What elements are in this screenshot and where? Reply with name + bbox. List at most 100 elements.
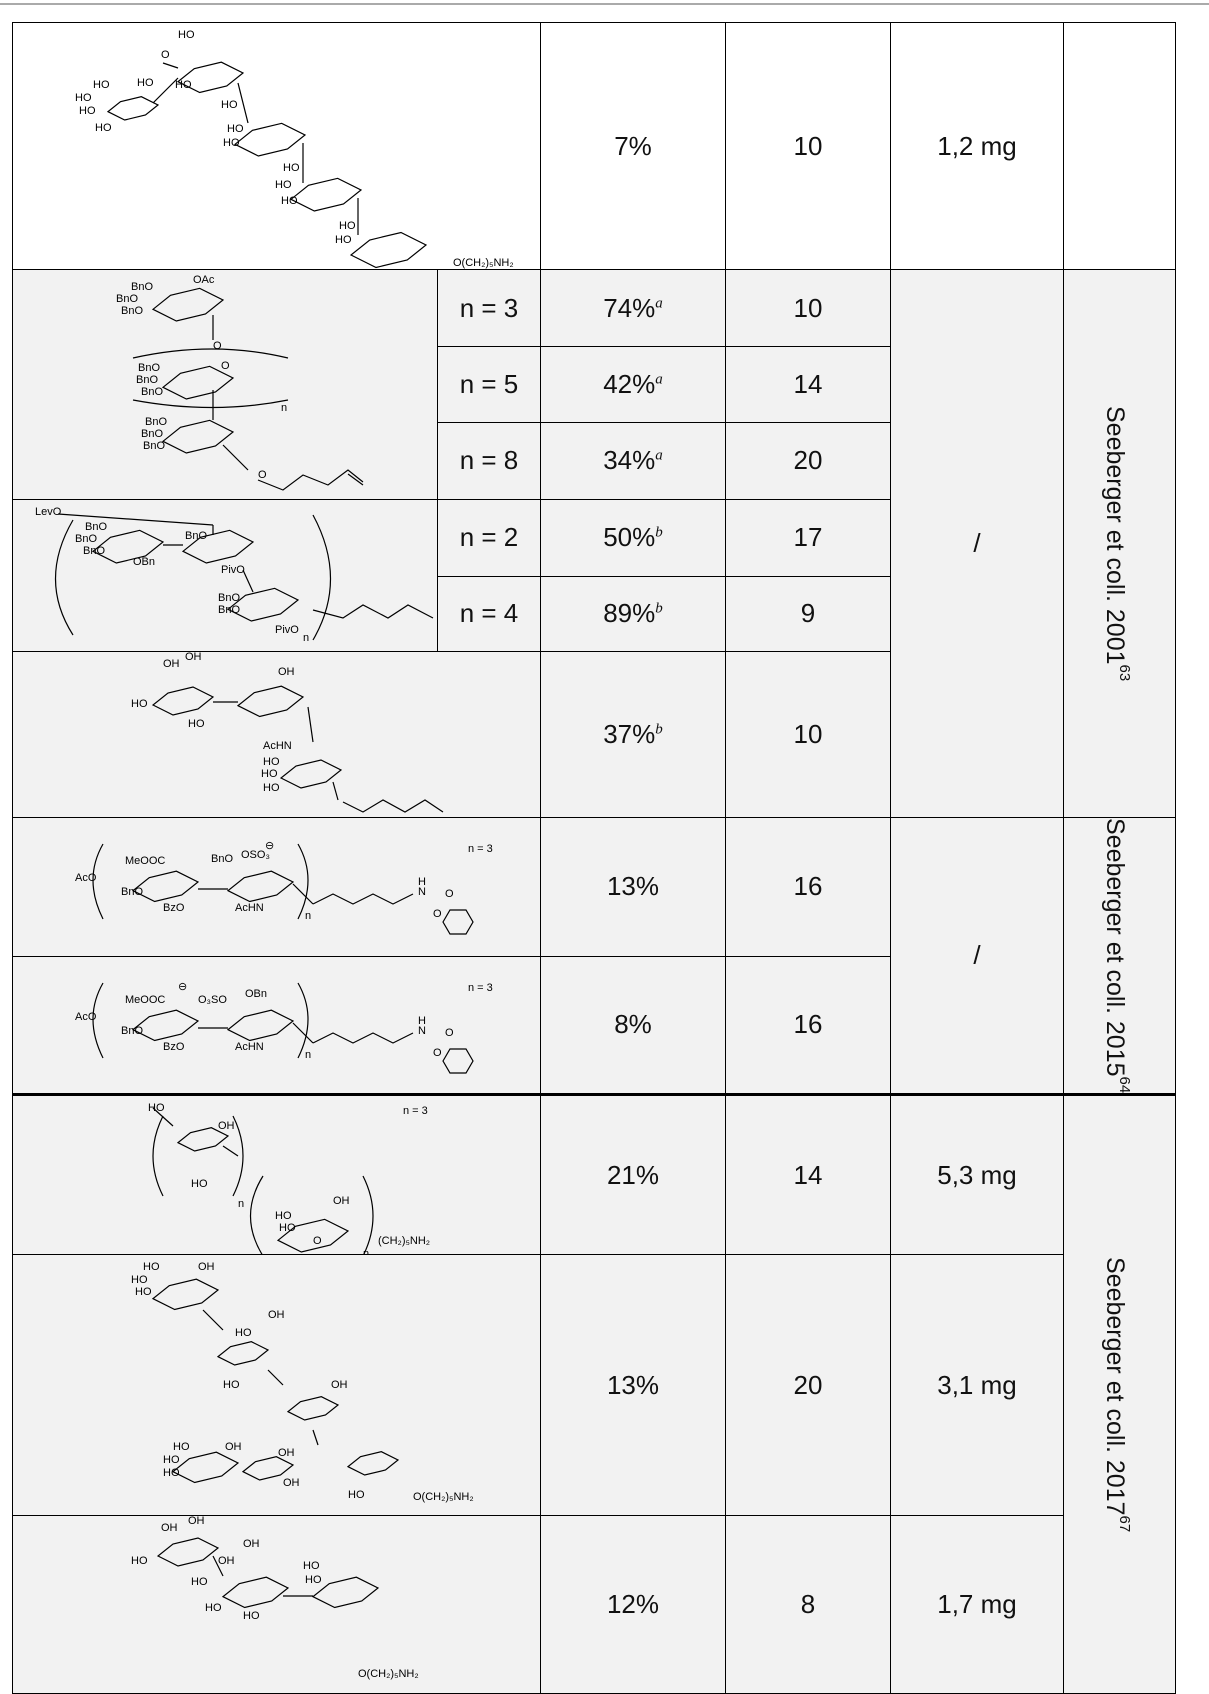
atom-label: BnO (75, 533, 97, 545)
atom-label: OBn (133, 556, 155, 568)
yield-cell-text: 34% (603, 445, 656, 476)
atom-label: O(CH₂)₅NH₂ (453, 257, 514, 269)
atom-label: n = 3 (468, 982, 493, 994)
atom-label: BnO (211, 853, 233, 865)
atom-label: BnO (145, 416, 167, 428)
yield-cell: 34%a (540, 421, 726, 501)
atom-label: O (433, 908, 442, 920)
n-cell-text: n = 4 (459, 598, 519, 629)
atom-label: O (258, 469, 267, 481)
synthesis-table: HO O HO HO HO HO HO HO HO HO HO HO HO HO HO HO O(CH₂)₅NH… (12, 22, 1176, 1694)
table-row: OH OH OH HO HO AcHN HO HO HO 37%b 10 (12, 651, 1176, 818)
atom-label: BnO (141, 428, 163, 440)
chain (347, 473, 364, 486)
atom-label: HO (275, 1210, 292, 1222)
atom-label: OH (198, 1261, 215, 1273)
atom-label: HO (223, 137, 240, 149)
atom-label: PivO (275, 624, 299, 636)
compounds-cell-text: 14 (793, 368, 823, 399)
bond (332, 781, 339, 801)
atom-label: OH (268, 1309, 285, 1321)
atom-label: BnO (121, 305, 143, 317)
atom-label: BzO (163, 902, 185, 914)
atom-label: O (445, 888, 454, 900)
footnote-mark: a (655, 371, 663, 388)
bond (57, 513, 214, 526)
compounds-cell: 10 (725, 22, 891, 270)
atom-label: OH (185, 652, 202, 663)
table-row: HO OH HO HO HO OH HO OH HO HO HO OH OH OH HO O(CH₂)₅NH₂… (12, 1254, 1176, 1517)
yield-cell-text: 13% (606, 871, 660, 902)
atom-label: OH (283, 1477, 300, 1489)
benzene (442, 1048, 474, 1074)
chain (342, 799, 444, 813)
compounds-cell: 17 (725, 499, 891, 577)
structure: OH OH OH HO HO OH HO HO HO HO O(CH₂)₅NH₂ (131, 1517, 419, 1680)
atom-label: HO (131, 698, 148, 710)
atom-label: OH (218, 1555, 235, 1567)
atom-label: HO (148, 1102, 165, 1114)
yield-cell: 12% (540, 1515, 726, 1694)
table-row: OH OH OH HO HO OH HO HO HO HO O(CH₂)₅NH₂ 12% 8 1,7 mg (12, 1515, 1176, 1694)
atom-label: OH (225, 1441, 242, 1453)
yield-cell: 74%a (540, 268, 726, 348)
ring-bond (161, 365, 235, 400)
compounds-cell: 9 (725, 575, 891, 652)
atom-label: HO (188, 718, 205, 730)
atom-label: OH (161, 1522, 178, 1534)
atom-label: BnO (218, 604, 240, 616)
yield-cell-text: 42% (603, 368, 656, 399)
n-cell: n = 3 (437, 268, 541, 348)
n-cell-text: n = 3 (459, 292, 519, 323)
atom-label: HO (275, 179, 292, 191)
table-row: HO O HO HO HO HO HO HO HO HO HO HO HO HO HO HO O(CH₂)₅NH… (12, 22, 1176, 270)
yield-cell-text: 12% (606, 1589, 660, 1620)
ref: Seeberger et coll. 200163 (1063, 269, 1176, 818)
atom-label: HO (227, 123, 244, 135)
ring-bond (216, 1341, 270, 1366)
atom-label: OBn (245, 988, 267, 1000)
reference-text: Seeberger et coll. 2015 (1100, 818, 1129, 1077)
bracket (249, 1175, 264, 1254)
mass-cell-text: / (973, 528, 981, 558)
bond (212, 1555, 224, 1577)
bond (292, 1022, 314, 1044)
chain (312, 604, 434, 619)
atom-label: n (363, 1248, 369, 1254)
atom-label: HO (135, 1286, 152, 1298)
ring-bond (233, 122, 307, 157)
atom-label: HO (175, 79, 192, 91)
atom-label: HO (79, 105, 96, 117)
ring-bond (156, 1537, 220, 1567)
n-cell: n = 8 (437, 421, 541, 501)
mass-cell-text: 5,3 mg (937, 1159, 1017, 1190)
bond (222, 1145, 239, 1157)
bond (162, 62, 179, 69)
atom-label: OH (331, 1379, 348, 1391)
compounds-cell: 16 (725, 955, 891, 1096)
table-row: n = 3 ⊖ O₃SO OBn MeOOC AcO BnO BzO AcHN n H N O O 8% 16 (12, 955, 1176, 1096)
compounds-cell-text: 16 (793, 1009, 823, 1040)
bond (292, 883, 314, 905)
atom-label: HO (191, 1576, 208, 1588)
footnote-mark: b (655, 524, 663, 541)
yield-cell: 89%b (540, 575, 726, 652)
bracket (232, 1115, 244, 1197)
ring-bond (289, 177, 363, 212)
n-cell-text: n = 8 (459, 445, 519, 476)
compounds-cell: 16 (725, 817, 891, 957)
ring-bond (176, 61, 245, 94)
atom-label: n (281, 402, 287, 414)
atom-label: HO (221, 99, 238, 111)
atom-label: OH (333, 1195, 350, 1207)
table-body: HO O HO HO HO HO HO HO HO HO HO HO HO HO HO HO O(CH₂)₅NH… (12, 22, 1176, 1694)
atom-label: PivO (221, 564, 245, 576)
bracket (54, 519, 74, 636)
structure-cell: n = 3 MeOOC BnO OSO₃ ⊖ AcO BnO BzO AcHN n H N O O (12, 817, 541, 957)
ring-bond (241, 1456, 295, 1481)
atom-label: BnO (121, 886, 143, 898)
mass-cell: 1,7 mg (890, 1515, 1064, 1694)
atom-label: (CH₂)₅NH₂ (378, 1235, 430, 1247)
